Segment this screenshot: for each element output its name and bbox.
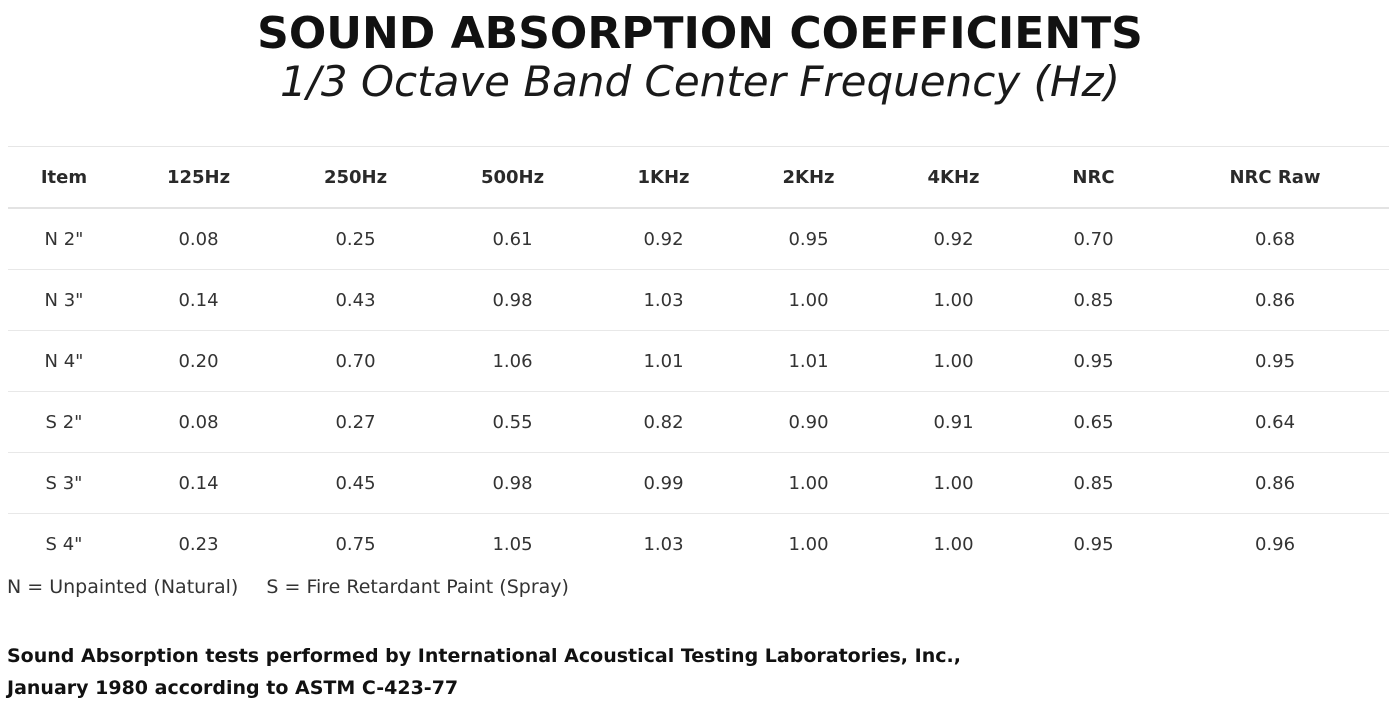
value-cell: 0.14 [120,269,277,331]
column-header-500hz: 500Hz [434,146,591,209]
value-cell: 1.00 [736,269,881,331]
column-header-1khz: 1KHz [591,146,736,209]
value-cell: 0.92 [591,208,736,270]
value-cell: 1.06 [434,330,591,392]
value-cell: 1.01 [591,330,736,392]
value-cell: 0.96 [1254,533,1296,555]
column-header-nrc-raw: NRC Raw [1161,146,1389,209]
item-cell: N 2" [8,208,120,270]
value-cell: 0.25 [277,208,434,270]
table-row: S 2" 0.08 0.27 0.55 0.82 0.90 0.91 0.65 0.64 [8,391,1389,453]
item-cell: S 2" [8,391,120,453]
table-row: N 3" 0.14 0.43 0.98 1.03 1.00 1.00 0.85 0.86 [8,269,1389,331]
value-cell: 0.75 [335,533,376,555]
value-cell: 0.70 [1026,208,1161,270]
value-cell: 1.00 [881,269,1026,331]
page-subtitle: 1/3 Octave Band Center Frequency (Hz) [280,57,1120,106]
value-cell: 1.00 [933,533,974,555]
source-note: Sound Absorption tests performed by Inte… [7,640,961,704]
value-cell: 0.45 [277,452,434,514]
value-cell: 1.03 [591,269,736,331]
value-cell: 1.00 [736,452,881,514]
column-header-125hz: 125Hz [120,146,277,209]
value-cell: 1.00 [881,330,1026,392]
value-cell: 0.86 [1161,452,1389,514]
value-cell: 0.90 [736,391,881,453]
value-cell: 1.05 [492,533,533,555]
table-body: N 2" 0.08 0.25 0.61 0.92 0.95 0.92 0.70 0.68 N 3"… [8,208,1389,574]
item-cell: S 4" [45,533,83,555]
value-cell: 0.99 [591,452,736,514]
value-cell: 0.08 [120,391,277,453]
source-line-1: Sound Absorption tests performed by Inte… [7,645,961,667]
value-cell: 0.08 [120,208,277,270]
table-header-row: Item 125Hz 250Hz 500Hz 1KHz 2KHz 4KHz NR… [8,146,1389,209]
value-cell: 0.68 [1161,208,1389,270]
column-header-nrc: NRC [1026,146,1161,209]
value-cell: 0.91 [881,391,1026,453]
legend: N = Unpainted (Natural) S = Fire Retarda… [7,576,591,598]
value-cell: 0.27 [277,391,434,453]
column-header-4khz: 4KHz [881,146,1026,209]
value-cell: 0.64 [1161,391,1389,453]
value-cell: 1.01 [736,330,881,392]
source-line-2: January 1980 according to ASTM C-423-77 [7,677,459,699]
legend-fire-retardant: S = Fire Retardant Paint (Spray) [266,576,569,598]
value-cell: 0.61 [434,208,591,270]
coefficients-table: Item 125Hz 250Hz 500Hz 1KHz 2KHz 4KHz NR… [8,146,1389,574]
value-cell: 0.65 [1026,391,1161,453]
value-cell: 0.92 [881,208,1026,270]
value-cell: 0.95 [736,208,881,270]
value-cell: 0.85 [1026,269,1161,331]
value-cell: 0.14 [120,452,277,514]
table-row: S 3" 0.14 0.45 0.98 0.99 1.00 1.00 0.85 0.86 [8,452,1389,514]
column-header-item: Item [8,146,120,209]
value-cell: 0.95 [1026,330,1161,392]
item-cell: N 4" [8,330,120,392]
table-row: N 4" 0.20 0.70 1.06 1.01 1.01 1.00 0.95 0.95 [8,330,1389,392]
value-cell: 1.00 [881,452,1026,514]
table-row: N 2" 0.08 0.25 0.61 0.92 0.95 0.92 0.70 0.68 [8,208,1389,270]
value-cell: 0.85 [1026,452,1161,514]
table-row: S 4" 0.23 0.75 1.05 1.03 1.00 1.00 0.95 0.96 [8,514,1389,575]
value-cell: 0.70 [277,330,434,392]
value-cell: 1.03 [643,533,684,555]
value-cell: 0.43 [277,269,434,331]
value-cell: 1.00 [788,533,829,555]
column-header-250hz: 250Hz [277,146,434,209]
value-cell: 0.98 [434,452,591,514]
value-cell: 0.20 [120,330,277,392]
item-cell: N 3" [8,269,120,331]
value-cell: 0.95 [1073,533,1114,555]
value-cell: 0.98 [434,269,591,331]
value-cell: 0.23 [178,533,219,555]
legend-unpainted: N = Unpainted (Natural) [7,576,239,598]
item-cell: S 3" [8,452,120,514]
value-cell: 0.82 [591,391,736,453]
column-header-2khz: 2KHz [736,146,881,209]
page-title: SOUND ABSORPTION COEFFICIENTS [257,8,1143,59]
value-cell: 0.55 [434,391,591,453]
value-cell: 0.95 [1161,330,1389,392]
value-cell: 0.86 [1161,269,1389,331]
